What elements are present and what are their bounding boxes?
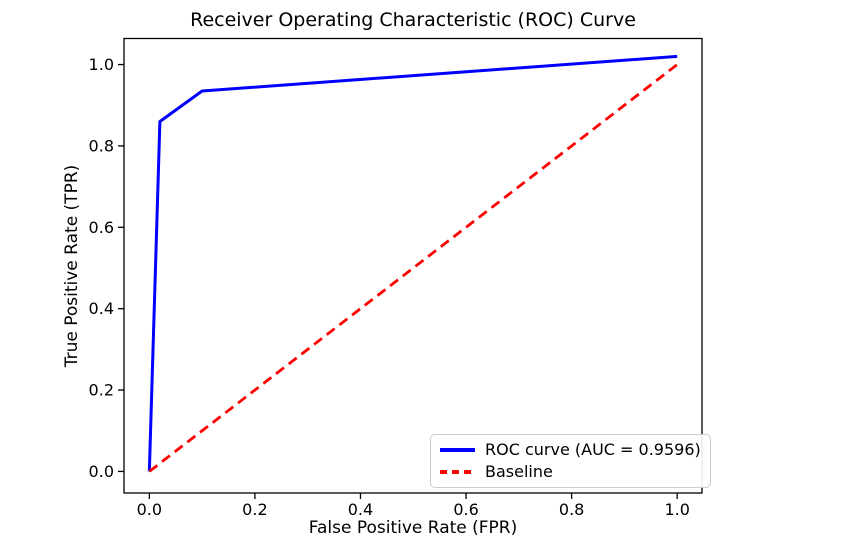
x-tick-label: 0.8 (559, 500, 584, 519)
legend-label-roc-curve: ROC curve (AUC = 0.9596) (485, 440, 701, 459)
roc-curve-line-swatch (440, 448, 475, 452)
x-tick-label: 0.4 (348, 500, 373, 519)
y-tick-label: 0.2 (89, 381, 114, 400)
y-tick-label: 0.8 (89, 136, 114, 155)
legend: ROC curve (AUC = 0.9596) Baseline (430, 434, 711, 488)
legend-label-baseline: Baseline (485, 462, 553, 481)
x-tick-label: 0.2 (242, 500, 267, 519)
y-tick-label: 0.4 (89, 299, 114, 318)
x-tick-label: 0.6 (453, 500, 478, 519)
y-tick-label: 0.0 (89, 462, 114, 481)
legend-item-baseline: Baseline (440, 462, 701, 482)
legend-item-roc-curve: ROC curve (AUC = 0.9596) (440, 440, 701, 460)
roc-curve-line (147, 54, 678, 472)
y-tick-label: 1.0 (89, 55, 114, 74)
x-tick-label: 0.0 (137, 500, 162, 519)
chart-title: Receiver Operating Characteristic (ROC) … (190, 9, 636, 31)
baseline-line (148, 63, 679, 473)
x-axis-label: False Positive Rate (FPR) (308, 518, 518, 538)
y-axis-label: True Positive Rate (TPR) (62, 164, 82, 368)
baseline-dashed-swatch (440, 470, 475, 474)
y-tick-label: 0.6 (89, 218, 114, 237)
axes-spines (123, 37, 703, 494)
x-tick-label: 1.0 (664, 500, 689, 519)
